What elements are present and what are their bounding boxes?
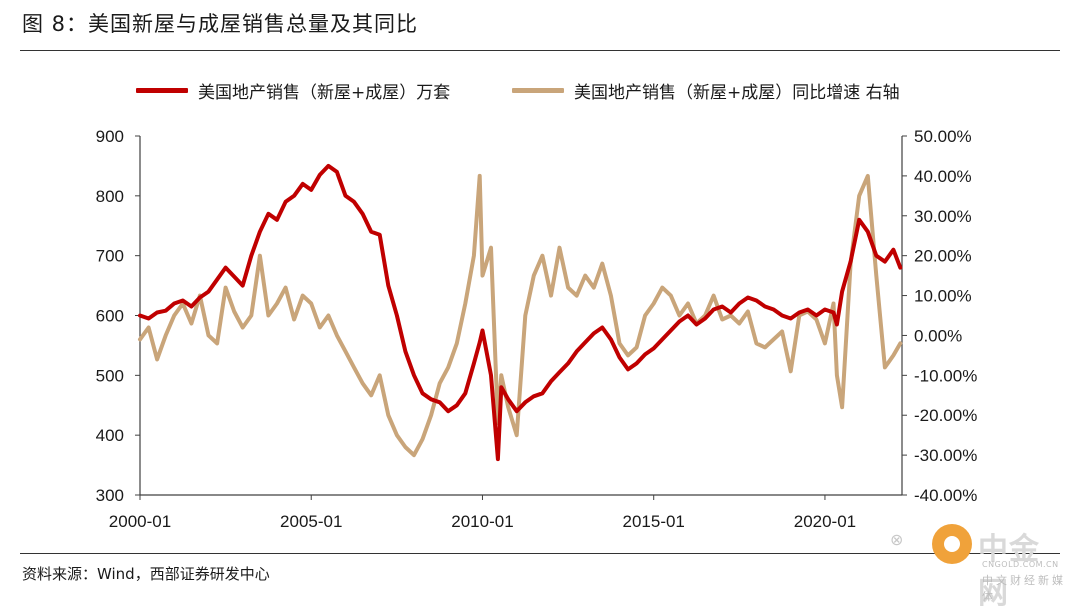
legend-label-sales: 美国地产销售（新屋+成屋）万套	[198, 83, 451, 103]
y-right-tick-label: 30.00%	[914, 207, 972, 226]
y-left-tick-label: 500	[96, 366, 124, 385]
watermark-tagline: 中文财经新媒体	[982, 574, 1066, 603]
y-left-tick-label: 600	[96, 307, 124, 326]
y-right-tick-label: 20.00%	[914, 247, 972, 266]
cngold-logo-dot	[944, 536, 960, 552]
legend-label-yoy: 美国地产销售（新屋+成屋）同比增速 右轴	[574, 83, 900, 103]
legend-item-sales: 美国地产销售（新屋+成屋）万套	[136, 78, 450, 103]
y-right-tick-label: 10.00%	[914, 287, 972, 306]
source-rule	[20, 553, 1060, 554]
watermark: ⊗ 中金网 CNGOLD.COM.CN 中文财经新媒体	[886, 522, 1066, 611]
chart-canvas: 300 400 500 600 700 800 900 -40.00% -30.00% -20.0…	[96, 127, 978, 531]
y-right-tick-label: 0.00%	[914, 326, 962, 345]
title-rule	[20, 50, 1060, 51]
y-left-tick-label: 800	[96, 187, 124, 206]
x-tick-label: 2005-01	[280, 512, 342, 531]
legend-swatch-yoy	[512, 88, 564, 93]
y-left-tick-label: 300	[96, 486, 124, 505]
chart-legend: 美国地产销售（新屋+成屋）万套 美国地产销售（新屋+成屋）同比增速 右轴	[0, 78, 1080, 103]
wechat-icon: ⊗	[890, 530, 904, 549]
source-note: 资料来源：Wind，西部证券研发中心	[22, 565, 270, 583]
series-line-yoy	[138, 173, 903, 458]
x-tick-label: 2010-01	[451, 512, 513, 531]
y-right-tick-label: -40.00%	[914, 486, 977, 505]
watermark-domain: CNGOLD.COM.CN	[982, 560, 1059, 569]
y-right-tick-label: -30.00%	[914, 446, 977, 465]
x-tick-label: 2020-01	[794, 512, 856, 531]
y-right-tick-label: -10.00%	[914, 366, 977, 385]
series-layer	[138, 163, 903, 462]
legend-item-yoy: 美国地产销售（新屋+成屋）同比增速 右轴	[512, 78, 900, 103]
x-tick-label: 2015-01	[623, 512, 685, 531]
axes-layer: 300 400 500 600 700 800 900 -40.00% -30.00% -20.0…	[96, 127, 978, 531]
x-tick-label: 2000-01	[109, 512, 171, 531]
y-right-tick-label: 40.00%	[914, 167, 972, 186]
series-line-sales	[138, 163, 903, 462]
y-left-tick-label: 400	[96, 426, 124, 445]
y-right-tick-label: 50.00%	[914, 127, 972, 146]
y-left-tick-label: 700	[96, 247, 124, 266]
figure-title: 图 8：美国新屋与成屋销售总量及其同比	[22, 12, 419, 36]
y-right-tick-label: -20.00%	[914, 406, 977, 425]
y-left-tick-label: 900	[96, 127, 124, 146]
legend-swatch-sales	[136, 88, 188, 93]
